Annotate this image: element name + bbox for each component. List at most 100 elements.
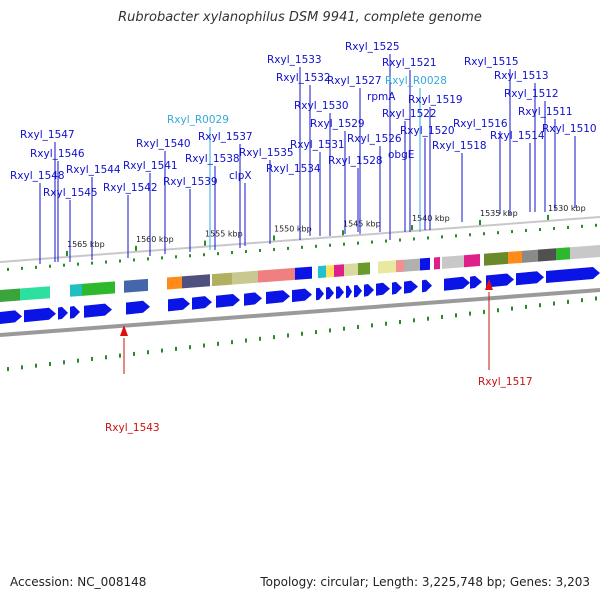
gene-label[interactable]: Rxyl_1520 (400, 125, 455, 137)
gene-function-block (570, 245, 600, 260)
genome-summary-text: Topology: circular; Length: 3,225,748 bp… (260, 575, 590, 589)
gene-function-block (82, 281, 115, 296)
gene-label[interactable]: Rxyl_1538 (185, 153, 240, 165)
gene-labels: Rxyl_1525 Rxyl_1533 Rxyl_1521 Rxyl_1515 Rxyl… (10, 41, 597, 434)
gene-function-block (378, 260, 396, 274)
cds-arrow (470, 275, 482, 289)
gene-label[interactable]: Rxyl_1534 (266, 163, 321, 175)
gene-label[interactable]: Rxyl_R0028 (385, 75, 447, 87)
gene-function-block (70, 283, 82, 297)
cds-arrow (422, 279, 432, 293)
gene-function-block (182, 274, 210, 289)
gene-label[interactable]: Rxyl_1511 (518, 106, 573, 118)
scale-tick-label: 1545 kbp (343, 219, 381, 228)
gene-function-block (212, 272, 232, 287)
cds-arrow (316, 287, 324, 301)
cds-arrow (444, 276, 470, 291)
gene-label[interactable]: Rxyl_1548 (10, 170, 65, 182)
gene-label[interactable]: Rxyl_1539 (163, 176, 218, 188)
cds-arrow (168, 297, 190, 312)
gene-function-block (396, 259, 404, 273)
gene-label[interactable]: clpX (229, 170, 252, 182)
gene-label[interactable]: Rxyl_1512 (504, 88, 559, 100)
gene-function-block (334, 264, 344, 277)
gene-function-block (358, 262, 370, 276)
gene-label[interactable]: Rxyl_1537 (198, 131, 253, 143)
gene-label[interactable]: Rxyl_1547 (20, 129, 75, 141)
scale-tick-label: 1565 kbp (67, 240, 105, 249)
gene-label[interactable]: Rxyl_1546 (30, 148, 85, 160)
gene-label[interactable]: Rxyl_1521 (382, 57, 437, 69)
highlight-marker-icon (120, 325, 128, 336)
highlight-marker-icon (485, 279, 493, 290)
cds-arrow (192, 296, 212, 310)
gene-function-block (258, 267, 295, 283)
backbone-edge-bottom (0, 288, 600, 337)
gene-function-block (344, 263, 358, 277)
scale-tick-label: 1550 kbp (274, 224, 312, 233)
highlight-gene-label[interactable]: Rxyl_1543 (105, 422, 160, 434)
cds-arrow (24, 307, 56, 323)
accession-text: Accession: NC_008148 (10, 575, 147, 589)
feature-track (0, 245, 600, 324)
gene-label[interactable]: Rxyl_1541 (123, 160, 178, 172)
gene-label[interactable]: Rxyl_1533 (267, 54, 322, 66)
gene-label[interactable]: Rxyl_1522 (382, 108, 437, 120)
gene-label[interactable]: Rxyl_1542 (103, 182, 158, 194)
gene-label[interactable]: Rxyl_1530 (294, 100, 349, 112)
gene-label[interactable]: Rxyl_1527 (327, 75, 382, 87)
cds-arrow (486, 273, 514, 288)
gene-label[interactable]: Rxyl_1529 (310, 118, 365, 130)
gene-function-block (522, 249, 538, 263)
gene-function-block (442, 255, 464, 269)
gene-label[interactable]: Rxyl_1514 (490, 130, 545, 142)
gene-function-block (508, 250, 522, 264)
cds-arrow (376, 282, 390, 296)
gene-function-block (404, 258, 420, 272)
cds-arrow (126, 300, 150, 315)
gene-function-block (464, 253, 480, 268)
label-leaders (39, 54, 576, 374)
gene-label[interactable]: Rxyl_1526 (347, 133, 402, 145)
gene-label[interactable]: Rxyl_1519 (408, 94, 463, 106)
gene-function-block (20, 286, 50, 301)
gene-label[interactable]: Rxyl_1515 (464, 56, 519, 68)
gene-label[interactable]: Rxyl_1525 (345, 41, 400, 53)
gene-function-block (434, 257, 440, 270)
gene-function-block (420, 257, 430, 271)
cds-arrow (516, 271, 544, 286)
cds-arrow (404, 280, 418, 294)
scale-tick-label: 1535 kbp (480, 209, 518, 218)
gene-label[interactable]: Rxyl_1518 (432, 140, 487, 152)
gene-label[interactable]: Rxyl_1531 (290, 139, 345, 151)
gene-label[interactable]: Rxyl_1516 (453, 118, 508, 130)
highlight-gene-label[interactable]: Rxyl_1517 (478, 376, 533, 388)
cds-arrow (546, 267, 600, 284)
scale-tick-label: 1530 kbp (548, 204, 586, 213)
gene-label[interactable]: Rxyl_1510 (542, 123, 597, 135)
scale-tick-label: 1540 kbp (412, 214, 450, 223)
scale-track: 1530 kbp 1535 kbp 1540 kbp 1545 kbp 1550 kbp… (7, 204, 597, 372)
gene-label[interactable]: Rxyl_1540 (136, 138, 191, 150)
gene-label[interactable]: Rxyl_1544 (66, 164, 121, 176)
gene-label[interactable]: Rxyl_1528 (328, 155, 383, 167)
cds-arrow (346, 285, 352, 299)
cds-arrow (216, 294, 240, 308)
gene-label[interactable]: Rxyl_1532 (276, 72, 331, 84)
gene-label[interactable]: Rxyl_R0029 (167, 114, 229, 126)
genome-title: Rubrobacter xylanophilus DSM 9941, compl… (118, 10, 482, 25)
gene-function-block (326, 264, 334, 278)
gene-function-block (538, 248, 556, 262)
cds-arrow (0, 310, 22, 324)
gene-function-block (124, 278, 148, 293)
cds-arrow (58, 306, 68, 320)
cds-arrow (84, 303, 112, 318)
gene-label[interactable]: obgE (388, 149, 414, 161)
gene-label[interactable]: Rxyl_1513 (494, 70, 549, 82)
cds-arrow (266, 290, 290, 305)
gene-label[interactable]: rpmA (367, 91, 396, 103)
gene-function-block (318, 265, 326, 279)
gene-label[interactable]: Rxyl_1545 (43, 187, 98, 199)
cds-arrow (70, 306, 80, 319)
gene-label[interactable]: Rxyl_1535 (239, 147, 294, 159)
